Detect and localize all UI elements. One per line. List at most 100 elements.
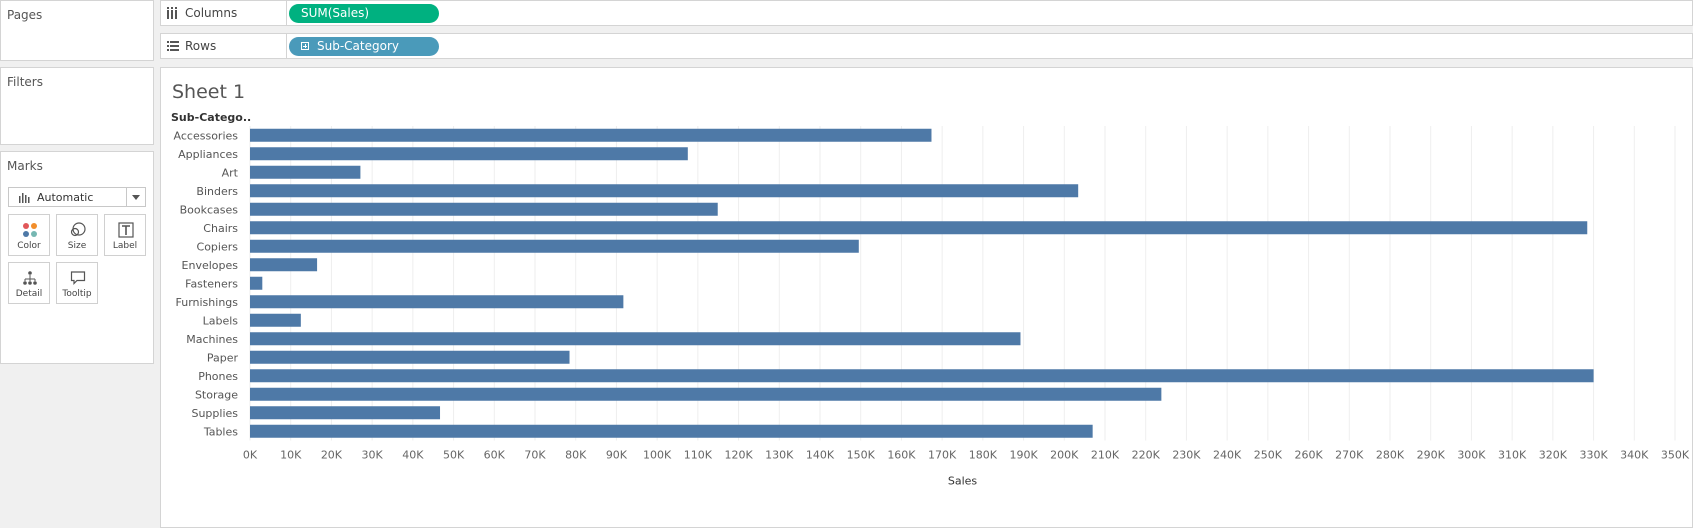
color-button[interactable]: Color: [8, 214, 50, 256]
x-tick-label: 120K: [724, 449, 753, 462]
category-label: Labels: [203, 314, 239, 327]
label-label: Label: [112, 241, 138, 251]
sheet-title: Sheet 1: [172, 81, 246, 103]
category-label: Chairs: [203, 222, 238, 235]
filters-panel[interactable]: Filters: [0, 67, 154, 145]
rows-label: Rows: [185, 39, 217, 53]
category-label: Accessories: [174, 129, 239, 142]
category-label: Binders: [196, 185, 238, 198]
label-button[interactable]: Label: [104, 214, 146, 256]
bar[interactable]: [250, 387, 1162, 401]
x-tick-label: 270K: [1335, 449, 1364, 462]
marks-title: Marks: [7, 159, 43, 173]
x-tick-label: 70K: [524, 449, 546, 462]
category-label: Fasteners: [185, 277, 238, 290]
x-tick-label: 60K: [484, 449, 506, 462]
x-tick-label: 320K: [1539, 449, 1568, 462]
x-tick-label: 190K: [1009, 449, 1038, 462]
x-tick-label: 240K: [1213, 449, 1242, 462]
size-icon: [70, 222, 86, 237]
bar-chart-icon: [19, 193, 30, 203]
marks-panel: Marks Automatic Color Size Label: [0, 151, 154, 364]
category-label: Machines: [186, 333, 238, 346]
x-tick-label: 150K: [847, 449, 876, 462]
category-label: Tables: [203, 425, 238, 438]
bar[interactable]: [250, 165, 361, 179]
detail-icon: [23, 271, 37, 285]
x-tick-label: 310K: [1498, 449, 1527, 462]
sheet-view: Sheet 1 Sub-Catego.. Accessories Appliance…: [160, 67, 1693, 528]
bar[interactable]: [250, 258, 318, 272]
bar[interactable]: [250, 239, 859, 253]
row-header: Sub-Catego..: [171, 111, 251, 124]
x-tick-label: 110K: [684, 449, 713, 462]
category-label: Paper: [207, 351, 239, 364]
x-tick-label: 220K: [1132, 449, 1161, 462]
columns-pill[interactable]: SUM(Sales): [289, 4, 439, 23]
mark-type-dropdown[interactable]: Automatic: [8, 187, 146, 207]
x-tick-label: 100K: [643, 449, 672, 462]
x-tick-label: 40K: [402, 449, 424, 462]
x-tick-label: 330K: [1579, 449, 1608, 462]
x-axis-title: Sales: [948, 475, 978, 488]
x-tick-label: 210K: [1091, 449, 1120, 462]
category-label: Supplies: [191, 407, 238, 420]
detail-label: Detail: [15, 289, 43, 299]
detail-button[interactable]: Detail: [8, 262, 50, 304]
bar[interactable]: [250, 147, 688, 161]
category-label: Copiers: [197, 240, 239, 253]
mark-type-value: Automatic: [37, 191, 94, 204]
x-tick-label: 140K: [806, 449, 835, 462]
bar[interactable]: [250, 202, 718, 216]
columns-label: Columns: [185, 6, 238, 20]
category-label: Bookcases: [180, 203, 239, 216]
x-tick-label: 300K: [1457, 449, 1486, 462]
rows-pill-label: Sub-Category: [317, 39, 399, 53]
pages-panel[interactable]: Pages: [0, 0, 154, 61]
color-icon: [23, 223, 37, 237]
bar[interactable]: [250, 221, 1588, 235]
category-label: Phones: [198, 370, 238, 383]
rows-shelf[interactable]: Rows Sub-Category: [160, 33, 1693, 59]
size-button[interactable]: Size: [56, 214, 98, 256]
bar-chart: Sub-Catego.. Accessories Appliances Art Bind…: [171, 111, 1690, 488]
bar[interactable]: [250, 128, 932, 142]
category-label: Storage: [195, 388, 238, 401]
x-tick-label: 80K: [565, 449, 587, 462]
x-tick-label: 170K: [928, 449, 957, 462]
expand-icon[interactable]: [301, 42, 309, 50]
category-label: Appliances: [178, 148, 238, 161]
columns-shelf[interactable]: Columns SUM(Sales): [160, 0, 1693, 26]
rows-pill[interactable]: Sub-Category: [289, 37, 439, 56]
x-tick-label: 20K: [321, 449, 343, 462]
tooltip-button[interactable]: Tooltip: [56, 262, 98, 304]
x-tick-label: 280K: [1376, 449, 1405, 462]
bar[interactable]: [250, 332, 1021, 346]
bar[interactable]: [250, 406, 441, 420]
x-tick-label: 90K: [606, 449, 628, 462]
bar[interactable]: [250, 276, 263, 290]
x-tick-label: 160K: [887, 449, 916, 462]
bar[interactable]: [250, 295, 624, 309]
x-tick-label: 50K: [443, 449, 465, 462]
bar[interactable]: [250, 424, 1093, 438]
tooltip-label: Tooltip: [62, 289, 92, 299]
x-tick-label: 130K: [765, 449, 794, 462]
bar[interactable]: [250, 350, 570, 364]
bar[interactable]: [250, 369, 1594, 383]
x-tick-label: 30K: [362, 449, 384, 462]
columns-icon: [167, 7, 177, 19]
color-label: Color: [17, 241, 41, 251]
filters-title: Filters: [7, 75, 43, 89]
x-tick-label: 230K: [1172, 449, 1201, 462]
shelf-divider: [286, 34, 287, 58]
size-label: Size: [67, 241, 87, 251]
pages-title: Pages: [7, 8, 43, 22]
x-tick-label: 0K: [243, 449, 258, 462]
bar[interactable]: [250, 184, 1079, 198]
x-tick-label: 200K: [1050, 449, 1079, 462]
bar[interactable]: [250, 313, 301, 327]
x-tick-label: 340K: [1620, 449, 1649, 462]
x-tick-label: 10K: [280, 449, 302, 462]
chevron-down-icon[interactable]: [126, 188, 145, 206]
